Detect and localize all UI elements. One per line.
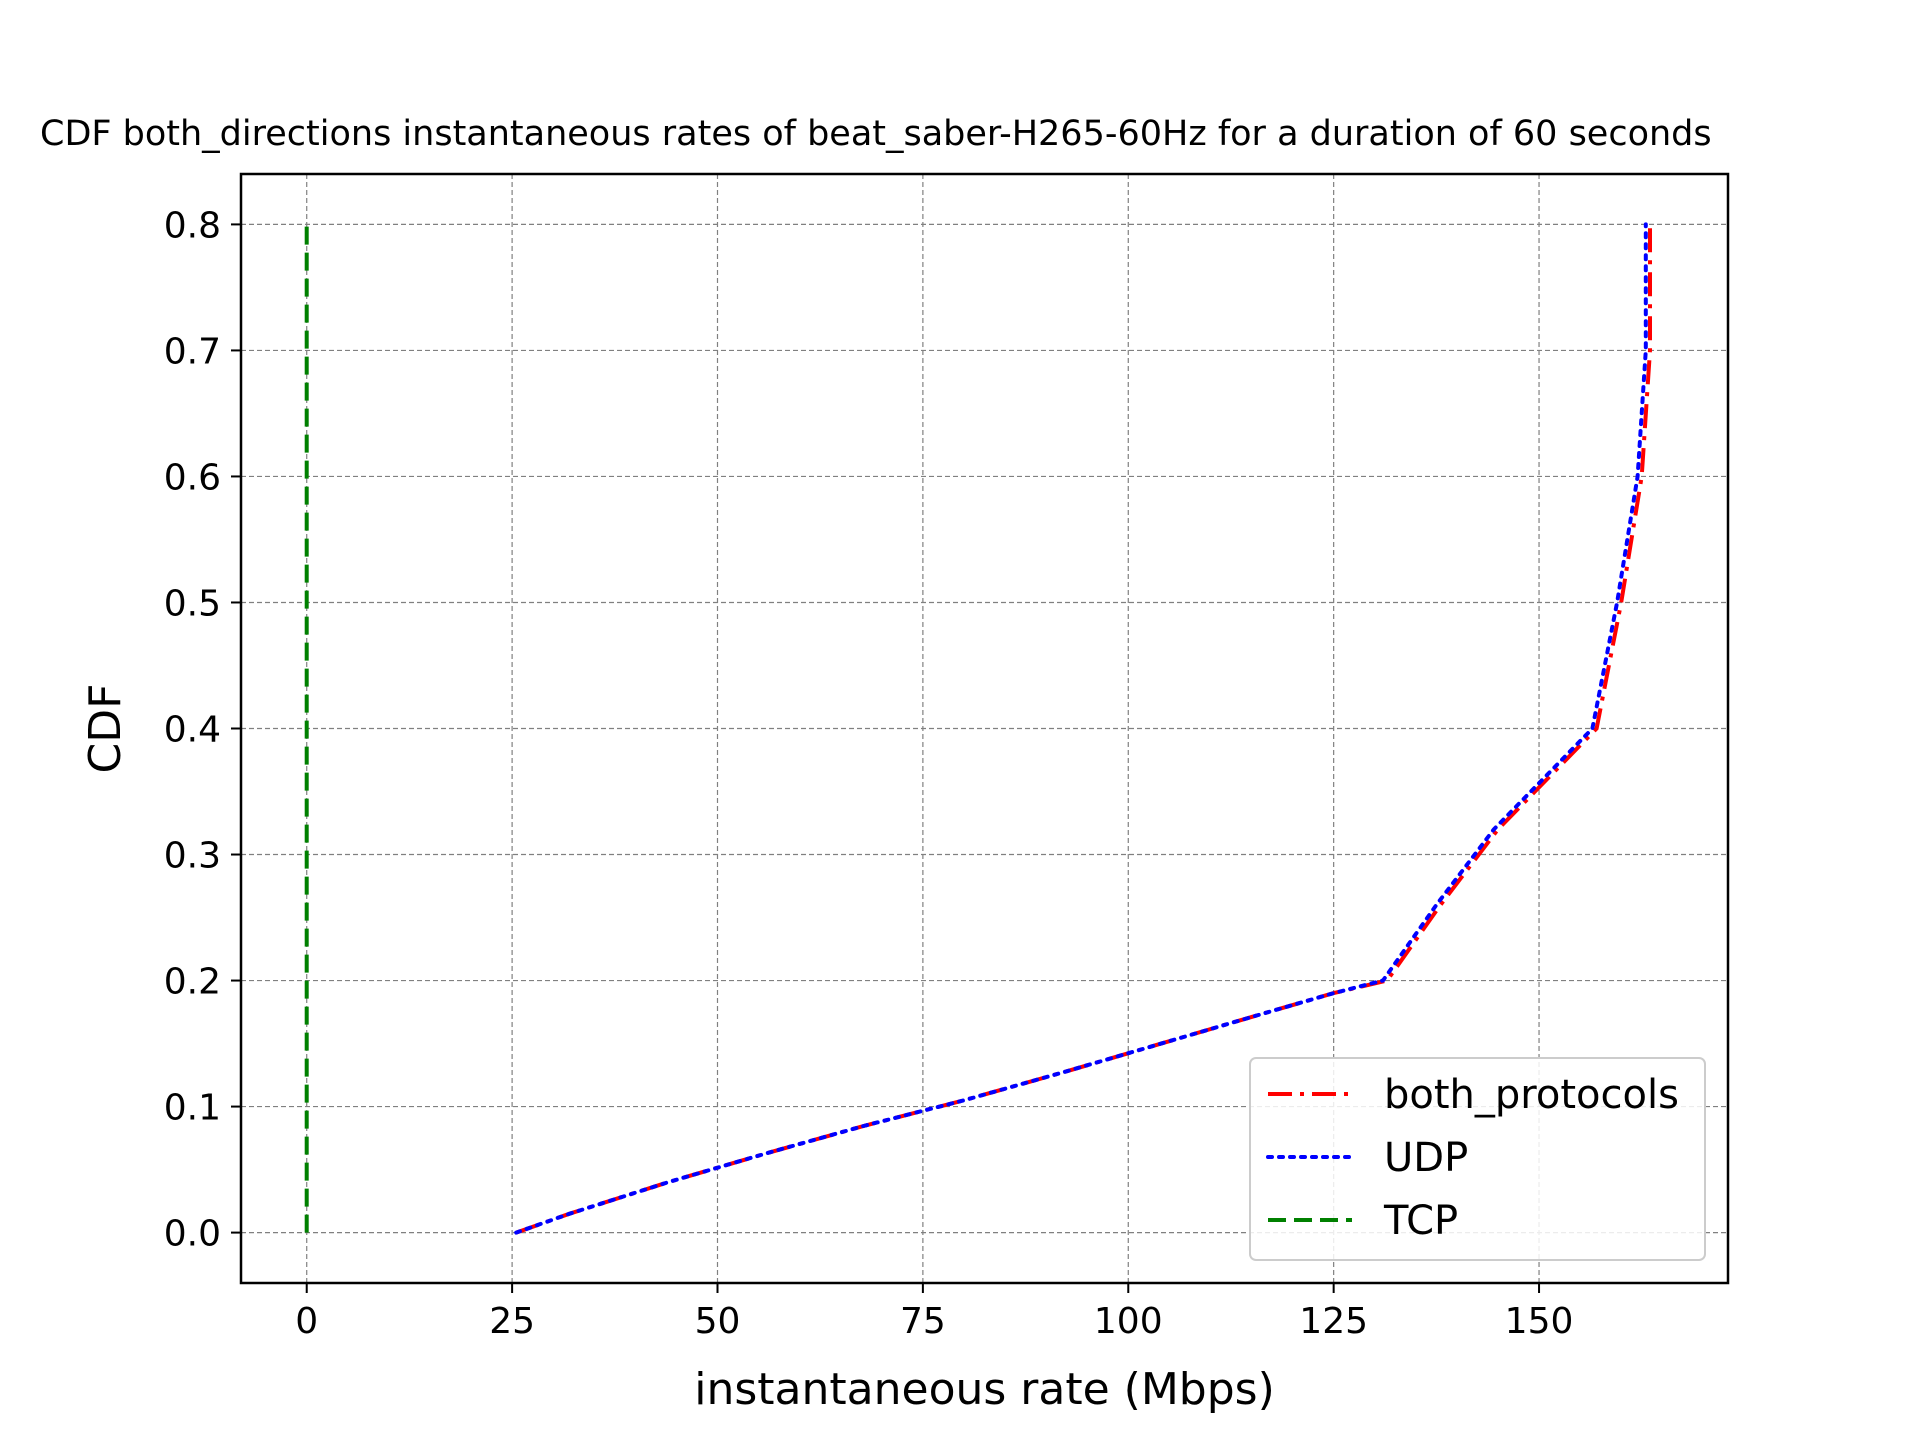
y-tick-label: 0.6 — [164, 457, 221, 498]
y-tick-label: 0.4 — [164, 710, 221, 751]
y-tick-label: 0.3 — [164, 836, 221, 877]
y-tick-label: 0.0 — [164, 1214, 221, 1255]
legend-label: UDP — [1384, 1135, 1468, 1181]
x-axis-label: instantaneous rate (Mbps) — [694, 1364, 1274, 1415]
x-tick-label: 0 — [295, 1301, 318, 1342]
x-tick-label: 25 — [489, 1301, 535, 1342]
series-lines — [304, 222, 1652, 1235]
legend: both_protocols UDP TCP — [1249, 1057, 1706, 1261]
y-axis-label: CDF — [80, 684, 131, 774]
chart-title: CDF both_directions instantaneous rates … — [40, 114, 1712, 154]
grid — [241, 174, 1728, 1283]
legend-label: TCP — [1383, 1198, 1458, 1244]
axis-ticks: 0 25 50 75 100 125 150 0.0 0.1 0.2 0.3 0.4 0.5 0.6 0.7… — [164, 205, 1574, 1342]
x-tick-label: 50 — [695, 1301, 741, 1342]
y-tick-label: 0.2 — [164, 962, 221, 1003]
x-tick-label: 100 — [1094, 1301, 1163, 1342]
y-tick-label: 0.5 — [164, 583, 221, 624]
y-tick-label: 0.1 — [164, 1088, 221, 1129]
series-line-udp — [514, 222, 1648, 1235]
x-tick-label: 150 — [1505, 1301, 1574, 1342]
x-tick-label: 75 — [900, 1301, 946, 1342]
legend-label: both_protocols — [1384, 1072, 1679, 1118]
y-tick-label: 0.7 — [164, 331, 221, 372]
y-tick-label: 0.8 — [164, 205, 221, 246]
legend-box — [1249, 1057, 1706, 1261]
x-tick-label: 125 — [1299, 1301, 1368, 1342]
